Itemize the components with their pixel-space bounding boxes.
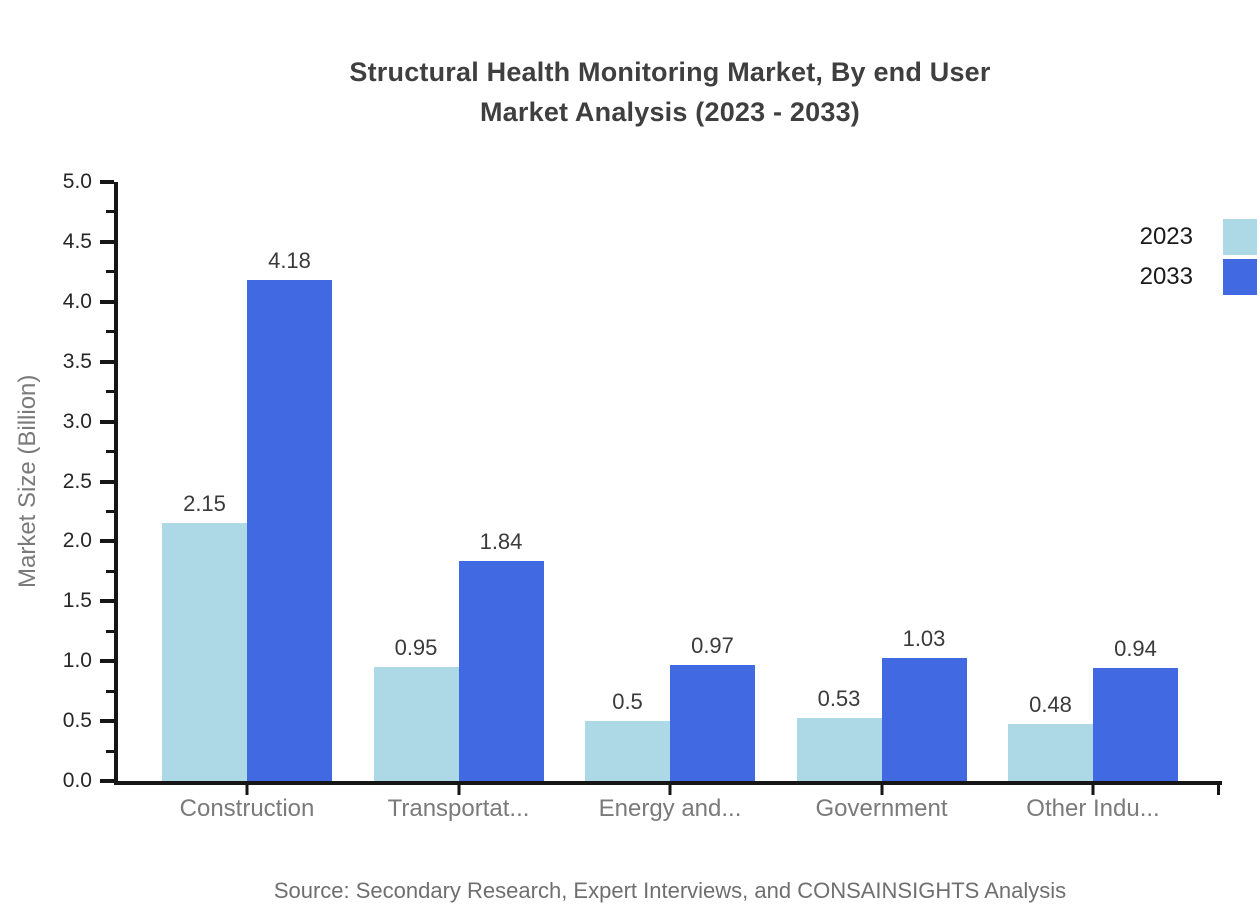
bar-2033 xyxy=(670,664,755,781)
x-category-label: Energy and... xyxy=(598,795,742,822)
bar-group: 0.53 1.03 Government xyxy=(796,182,967,822)
bar-value-label: 0.48 xyxy=(1029,691,1072,717)
y-tick-label: 3.5 xyxy=(62,349,92,373)
bar-value-label: 0.94 xyxy=(1114,636,1157,662)
x-category-label: Other Indu... xyxy=(1026,795,1160,822)
legend-swatch xyxy=(1223,259,1257,295)
x-category-tick xyxy=(880,781,883,795)
bar-column: 0.53 xyxy=(796,182,882,781)
y-major-tick xyxy=(100,299,114,304)
bar-value-label: 1.03 xyxy=(902,625,946,651)
y-minor-tick xyxy=(106,509,114,513)
legend: 2023 2033 xyxy=(1140,219,1257,299)
y-major-tick xyxy=(100,719,114,724)
y-minor-tick xyxy=(106,330,114,334)
bar-column: 1.03 xyxy=(881,182,967,781)
source-note: Source: Secondary Research, Expert Inter… xyxy=(273,878,1067,903)
y-minor-tick xyxy=(106,450,114,454)
bar-column: 0.97 xyxy=(670,182,755,781)
y-tick-label: 1.5 xyxy=(62,589,92,613)
bar-value-label: 0.5 xyxy=(612,689,643,715)
bar-2033 xyxy=(881,657,967,781)
bar-column: 0.5 xyxy=(585,182,670,781)
legend-swatch xyxy=(1223,219,1257,255)
y-tick-label: 4.0 xyxy=(62,289,92,313)
x-axis-line xyxy=(114,781,1222,785)
y-tick-label: 1.0 xyxy=(62,649,92,673)
bar-value-label: 1.84 xyxy=(479,528,523,554)
bar-2023 xyxy=(796,717,882,781)
y-tick-label: 0.5 xyxy=(62,709,92,733)
y-tick-label: 5.0 xyxy=(62,170,92,193)
y-major-tick xyxy=(100,359,114,364)
bar-value-label: 0.95 xyxy=(394,635,438,661)
bar-group: 0.95 1.84 Transportat... xyxy=(373,182,544,822)
bar-value-label: 4.18 xyxy=(268,248,311,274)
bar-group: 2.15 4.18 Construction xyxy=(162,182,332,822)
legend-item-2023[interactable]: 2023 xyxy=(1140,219,1257,255)
bar-groups: 2.15 4.18 Construction 0.95 1.84 Transportat.… xyxy=(118,182,1222,822)
bar-2023 xyxy=(373,667,459,781)
bar-group: 0.48 0.94 Other Indu... xyxy=(1008,182,1178,822)
y-major-tick xyxy=(100,419,114,424)
x-category-label: Transportat... xyxy=(387,795,530,822)
bar-2033 xyxy=(1093,668,1178,781)
y-minor-tick xyxy=(106,689,114,693)
bar-column: 2.15 xyxy=(162,182,247,781)
y-minor-tick xyxy=(106,390,114,394)
legend-item-2033[interactable]: 2033 xyxy=(1140,259,1257,295)
x-category-label: Government xyxy=(815,795,948,822)
x-category-label: Construction xyxy=(179,795,315,822)
legend-label: 2033 xyxy=(1139,263,1193,290)
y-tick-label: 3.0 xyxy=(62,409,92,433)
y-minor-tick xyxy=(106,749,114,753)
y-major-tick xyxy=(100,779,114,783)
x-category-tick xyxy=(1091,781,1095,795)
y-minor-tick xyxy=(106,270,114,274)
y-major-tick xyxy=(100,539,114,544)
y-tick-label: 4.5 xyxy=(62,229,92,253)
y-tick-label: 0.0 xyxy=(62,769,92,792)
y-minor-tick xyxy=(106,629,114,633)
plot-area: 0.0 0.5 1.0 1.5 2.0 2.5 3.0 3.5 4.0 4.5 5.0 2.15 4.… xyxy=(63,170,1222,822)
y-major-tick xyxy=(100,479,114,484)
x-category-tick xyxy=(457,781,460,795)
bar-value-label: 0.97 xyxy=(691,632,734,658)
bar-group: 0.5 0.97 Energy and... xyxy=(585,182,755,822)
y-major-tick xyxy=(100,599,114,604)
y-minor-tick xyxy=(106,210,114,214)
bar-2033 xyxy=(247,280,332,781)
chart-title: Structural Health Monitoring Market, By … xyxy=(118,52,1222,132)
bar-column: 1.84 xyxy=(458,182,544,781)
x-category-tick xyxy=(668,781,672,795)
x-category-tick xyxy=(245,781,249,795)
y-minor-tick xyxy=(106,569,114,573)
bar-2023 xyxy=(162,523,247,781)
y-axis-line xyxy=(114,182,118,785)
y-major-tick xyxy=(100,659,114,664)
x-axis-end-tick xyxy=(1217,781,1220,795)
bar-column: 0.94 xyxy=(1093,182,1178,781)
bar-2023 xyxy=(1008,723,1093,781)
bar-value-label: 2.15 xyxy=(183,491,226,517)
y-major-tick xyxy=(100,180,114,184)
chart-title-line2: Market Analysis (2023 - 2033) xyxy=(479,97,860,127)
bar-column: 0.95 xyxy=(373,182,459,781)
bar-column: 0.48 xyxy=(1008,182,1093,781)
legend-label: 2023 xyxy=(1139,223,1193,250)
y-tick-label: 2.0 xyxy=(62,529,92,553)
bar-2023 xyxy=(585,721,670,781)
y-tick-label: 2.5 xyxy=(62,469,92,493)
y-major-tick xyxy=(100,239,114,244)
bar-value-label: 0.53 xyxy=(817,685,861,711)
chart-title-line1: Structural Health Monitoring Market, By … xyxy=(349,57,991,87)
bar-2033 xyxy=(458,560,544,781)
bar-column: 4.18 xyxy=(247,182,332,781)
